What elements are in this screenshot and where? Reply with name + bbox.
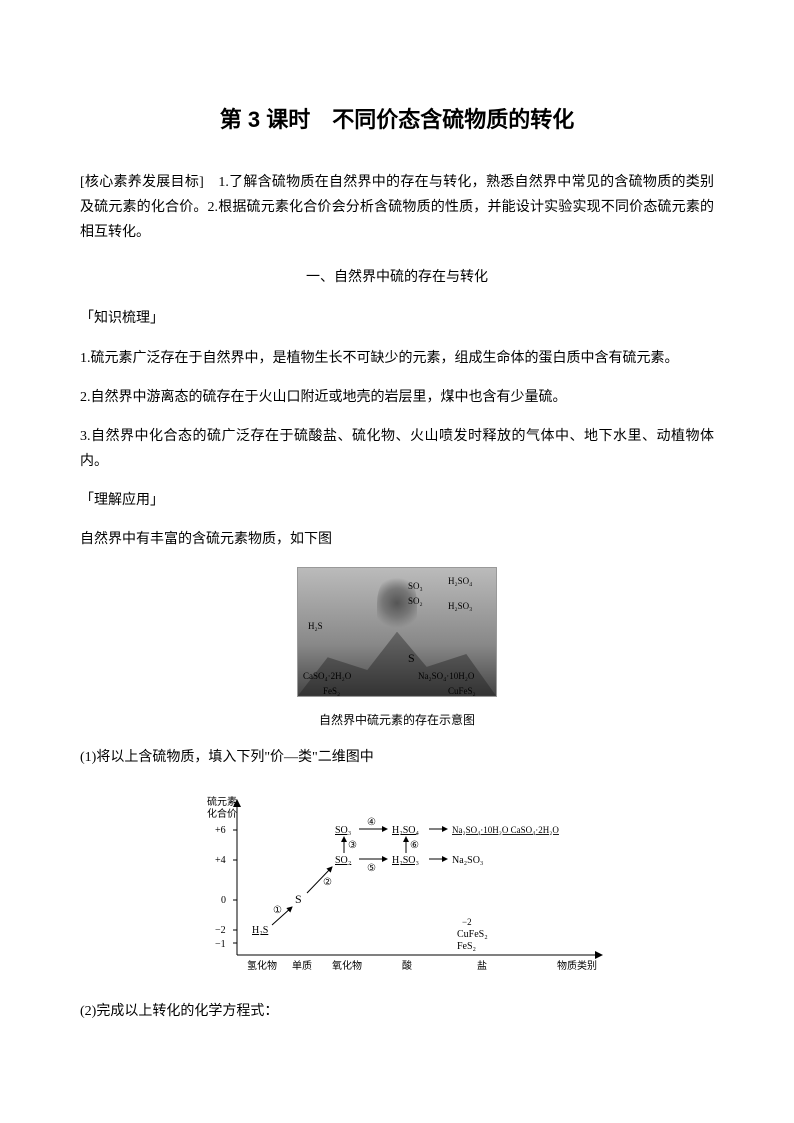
lesson-title: 第 3 课时 不同价态含硫物质的转化 <box>80 100 714 140</box>
node-minus2: −2 <box>462 917 472 927</box>
volcano-label-s: S <box>408 648 415 670</box>
node-so3: SO₃ <box>335 825 351 836</box>
volcano-label-h2so4: H₂SO₄ <box>448 573 472 589</box>
objective-label: [核心素养发展目标] <box>80 175 218 190</box>
ytick-m2: −2 <box>215 925 226 936</box>
volcano-figure: H₂S SO₃ SO₂ H₂SO₄ H₂SO₃ S Na₂SO₄·10H₂O C… <box>80 567 714 732</box>
objective-block: [核心素养发展目标] 1.了解含硫物质在自然界中的存在与转化，熟悉自然界中常见的… <box>80 170 714 246</box>
x-axis-label: 物质类别 <box>557 959 597 972</box>
volcano-label-fes2: FeS₂ <box>323 683 340 699</box>
xtick-3: 酸 <box>402 959 412 972</box>
valence-chart: 硫元素 化合价 +6 +4 0 −2 −1 氢化物 单质 氧化物 酸 盐 物质类… <box>80 785 714 985</box>
subheading-application: 「理解应用」 <box>80 488 714 513</box>
volcano-label-caso4: CaSO₄·2H₂O <box>303 668 351 684</box>
arrow-label-4: ④ <box>367 817 376 828</box>
node-na2so3: Na₂SO₃ <box>452 855 483 866</box>
node-fes2: FeS₂ <box>457 941 476 952</box>
node-s: S <box>295 892 302 906</box>
ytick-0: 0 <box>221 895 226 906</box>
volcano-label-h2s: H₂S <box>308 618 323 634</box>
paragraph-2: 2.自然界中游离态的硫存在于火山口附近或地壳的岩层里，煤中也含有少量硫。 <box>80 385 714 410</box>
question-1: (1)将以上含硫物质，填入下列"价—类"二维图中 <box>80 745 714 770</box>
valence-chart-svg: 硫元素 化合价 +6 +4 0 −2 −1 氢化物 单质 氧化物 酸 盐 物质类… <box>177 785 617 985</box>
xtick-4: 盐 <box>477 959 487 972</box>
arrow-label-2: ② <box>323 877 332 888</box>
node-h2s: H₂S <box>252 925 268 936</box>
volcano-label-h2so3: H₂SO₃ <box>448 598 472 614</box>
volcano-label-so2: SO₂ <box>408 593 423 609</box>
chart-y-label-1: 硫元素 <box>207 795 237 808</box>
xtick-0: 氢化物 <box>247 959 277 972</box>
section-1-title: 一、自然界中硫的存在与转化 <box>80 265 714 290</box>
node-h2so4: H₂SO₄ <box>392 825 419 836</box>
node-h2so3: H₂SO₃ <box>392 855 419 866</box>
arrow-label-3: ③ <box>348 840 357 851</box>
volcano-image: H₂S SO₃ SO₂ H₂SO₄ H₂SO₃ S Na₂SO₄·10H₂O C… <box>297 567 497 697</box>
arrow-label-6: ⑥ <box>410 840 419 851</box>
node-salt6: Na₂SO₄·10H₂O CaSO₄·2H₂O <box>452 825 559 835</box>
volcano-label-cufes2: CuFeS₂ <box>448 683 476 699</box>
ytick-6: +6 <box>215 825 226 836</box>
volcano-label-na2so4: Na₂SO₄·10H₂O <box>418 668 474 684</box>
ytick-4: +4 <box>215 855 226 866</box>
chart-y-label-2: 化合价 <box>207 807 237 820</box>
xtick-1: 单质 <box>292 960 312 972</box>
subheading-knowledge: 「知识梳理」 <box>80 306 714 331</box>
node-cufes2: CuFeS₂ <box>457 929 488 940</box>
xtick-2: 氧化物 <box>332 959 362 972</box>
question-2: (2)完成以上转化的化学方程式： <box>80 999 714 1024</box>
volcano-label-so3: SO₃ <box>408 578 423 594</box>
volcano-caption: 自然界中硫元素的存在示意图 <box>80 710 714 732</box>
arrow-label-5: ⑤ <box>367 863 376 874</box>
node-so2: SO₂ <box>335 855 351 866</box>
paragraph-3: 3.自然界中化合态的硫广泛存在于硫酸盐、硫化物、火山喷发时释放的气体中、地下水里… <box>80 424 714 474</box>
ytick-m1: −1 <box>215 939 226 950</box>
arrow-label-1: ① <box>273 905 282 916</box>
paragraph-1: 1.硫元素广泛存在于自然界中，是植物生长不可缺少的元素，组成生命体的蛋白质中含有… <box>80 346 714 371</box>
paragraph-4: 自然界中有丰富的含硫元素物质，如下图 <box>80 527 714 552</box>
